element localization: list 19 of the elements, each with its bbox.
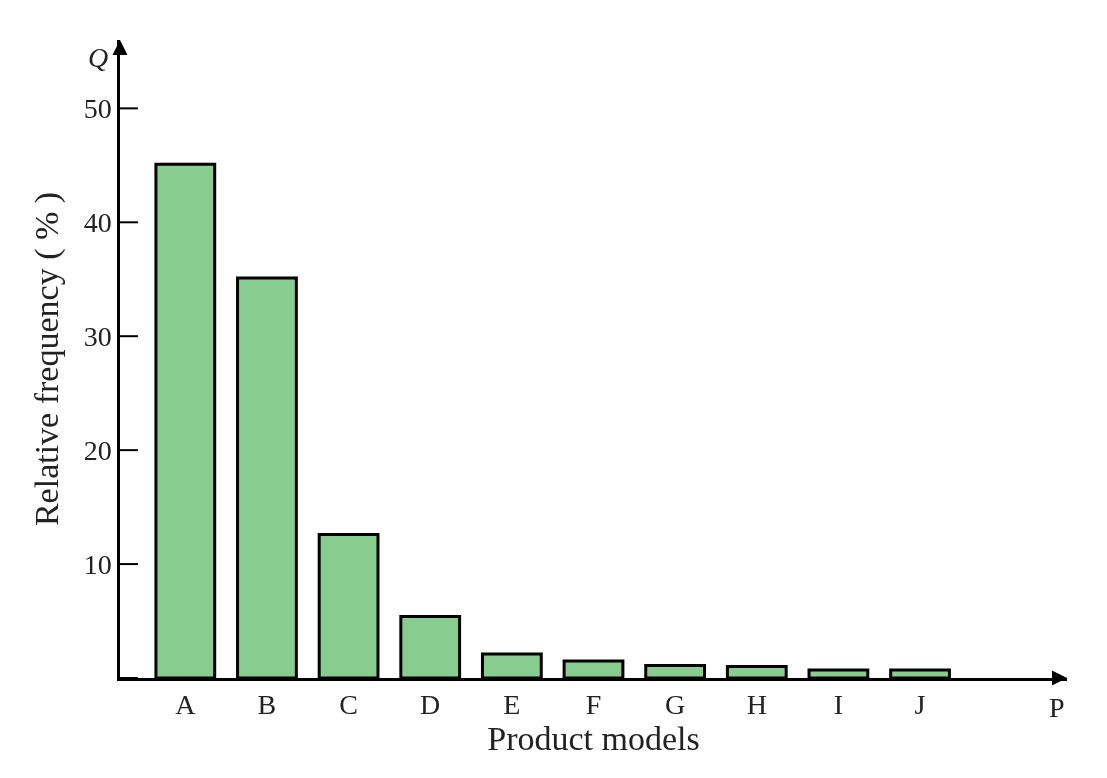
x-tick-label: E [503, 689, 521, 721]
x-tick-label: G [665, 689, 686, 721]
y-tick-label: 40 [83, 207, 112, 239]
y-axis-title: Relative frequency ( % ) [28, 191, 67, 527]
x-tick-label: D [420, 689, 441, 721]
text: Q [88, 42, 109, 73]
y-tick-label: 20 [83, 434, 112, 466]
x-tick-label: H [746, 689, 767, 721]
text: P [1049, 692, 1065, 723]
x-axis-title: Product models [487, 720, 700, 758]
x-tick-label: B [257, 689, 277, 721]
y-tick-label: 50 [83, 93, 112, 125]
y-tick-label: 30 [83, 321, 112, 353]
x-tick-label: F [585, 689, 602, 721]
x-tick-label: C [339, 689, 358, 721]
x-tick-label: J [914, 689, 926, 721]
y-tick-label: 10 [83, 548, 112, 580]
x-tick-label: A [175, 689, 197, 721]
x-tick-label: I [833, 689, 844, 721]
